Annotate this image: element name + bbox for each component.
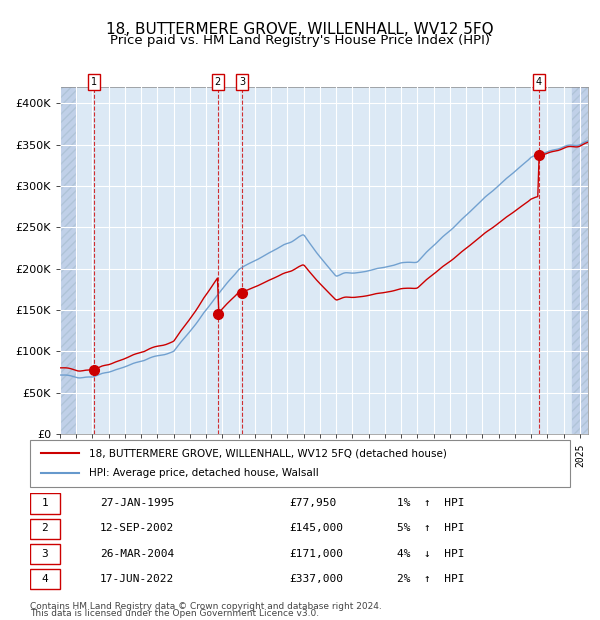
FancyBboxPatch shape xyxy=(30,494,60,513)
Bar xyxy=(60,87,76,434)
Text: 4: 4 xyxy=(536,77,542,87)
FancyBboxPatch shape xyxy=(30,544,60,564)
Text: 18, BUTTERMERE GROVE, WILLENHALL, WV12 5FQ: 18, BUTTERMERE GROVE, WILLENHALL, WV12 5… xyxy=(106,22,494,37)
Text: HPI: Average price, detached house, Walsall: HPI: Average price, detached house, Wals… xyxy=(89,467,319,478)
Text: 2%  ↑  HPI: 2% ↑ HPI xyxy=(397,574,465,584)
Text: 2: 2 xyxy=(215,77,221,87)
Text: £77,950: £77,950 xyxy=(289,498,337,508)
Text: 26-MAR-2004: 26-MAR-2004 xyxy=(100,549,175,559)
Text: 4: 4 xyxy=(41,574,48,584)
FancyBboxPatch shape xyxy=(30,440,570,487)
Text: 18, BUTTERMERE GROVE, WILLENHALL, WV12 5FQ (detached house): 18, BUTTERMERE GROVE, WILLENHALL, WV12 5… xyxy=(89,448,447,458)
Text: 4%  ↓  HPI: 4% ↓ HPI xyxy=(397,549,465,559)
Text: This data is licensed under the Open Government Licence v3.0.: This data is licensed under the Open Gov… xyxy=(30,609,319,618)
FancyBboxPatch shape xyxy=(30,569,60,589)
Bar xyxy=(572,87,588,434)
Text: £337,000: £337,000 xyxy=(289,574,343,584)
Text: 27-JAN-1995: 27-JAN-1995 xyxy=(100,498,175,508)
Text: £145,000: £145,000 xyxy=(289,523,343,533)
Text: 3: 3 xyxy=(41,549,48,559)
Text: 1: 1 xyxy=(41,498,48,508)
Text: 5%  ↑  HPI: 5% ↑ HPI xyxy=(397,523,465,533)
Text: 1: 1 xyxy=(91,77,97,87)
Text: 17-JUN-2022: 17-JUN-2022 xyxy=(100,574,175,584)
Text: Contains HM Land Registry data © Crown copyright and database right 2024.: Contains HM Land Registry data © Crown c… xyxy=(30,601,382,611)
Text: £171,000: £171,000 xyxy=(289,549,343,559)
FancyBboxPatch shape xyxy=(30,519,60,539)
Text: 2: 2 xyxy=(41,523,48,533)
Bar xyxy=(60,87,76,434)
Text: 12-SEP-2002: 12-SEP-2002 xyxy=(100,523,175,533)
Text: Price paid vs. HM Land Registry's House Price Index (HPI): Price paid vs. HM Land Registry's House … xyxy=(110,34,490,47)
Bar xyxy=(572,87,588,434)
Text: 1%  ↑  HPI: 1% ↑ HPI xyxy=(397,498,465,508)
Text: 3: 3 xyxy=(239,77,245,87)
